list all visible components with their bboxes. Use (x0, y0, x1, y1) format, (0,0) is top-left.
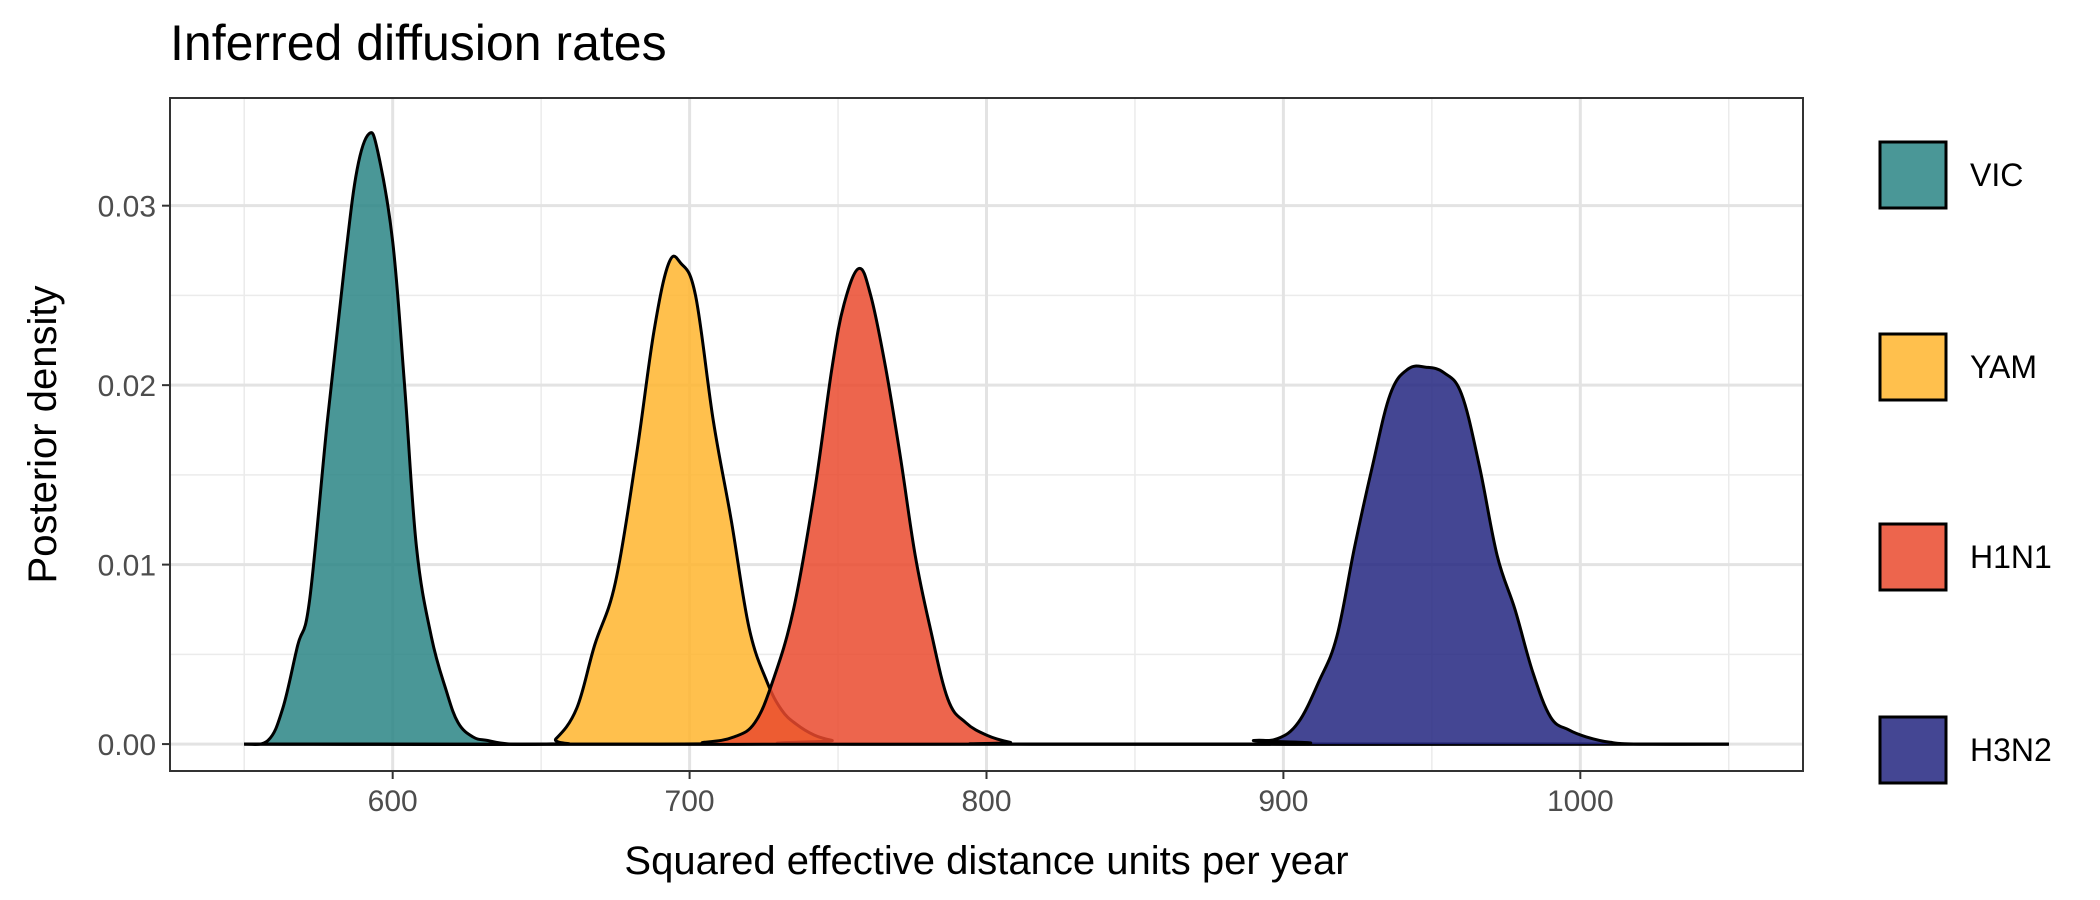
y-axis: 0.00 0.01 0.02 0.03 (98, 191, 170, 762)
legend-key-h3n2 (1878, 715, 1948, 785)
x-tick-label: 1000 (1547, 785, 1614, 818)
density-outline-h1n1 (244, 266, 1729, 746)
y-tick-label: 0.02 (98, 370, 156, 403)
x-tick-label: 900 (1258, 785, 1308, 818)
x-axis-title: Squared effective distance units per yea… (624, 839, 1348, 883)
y-tick-label: 0.03 (98, 191, 156, 224)
legend-label-h3n2: H3N2 (1970, 732, 2052, 768)
density-area-vic (244, 132, 1729, 745)
legend-key-vic (1878, 140, 1948, 210)
x-tick-label: 800 (961, 785, 1011, 818)
legend-label-yam: YAM (1970, 349, 2037, 385)
legend-key-yam (1878, 332, 1948, 402)
legend-key-h1n1 (1878, 522, 1948, 592)
legend-label-vic: VIC (1970, 157, 2023, 193)
density-outline-h3n2 (244, 364, 1729, 746)
x-tick-label: 600 (368, 785, 418, 818)
x-tick-label: 700 (665, 785, 715, 818)
density-area-h3n2 (244, 366, 1729, 745)
y-tick-label: 0.01 (98, 550, 156, 583)
chart-title: Inferred diffusion rates (170, 15, 667, 71)
grid-lines (170, 98, 1803, 771)
y-tick-label: 0.00 (98, 729, 156, 762)
density-area-yam (244, 256, 1729, 745)
density-series (244, 131, 1729, 747)
x-axis: 600 700 800 900 1000 (368, 771, 1614, 818)
legend: VIC YAM H1N1 H3N2 (1878, 140, 2052, 785)
legend-label-h1n1: H1N1 (1970, 539, 2052, 575)
y-axis-title: Posterior density (21, 286, 65, 584)
